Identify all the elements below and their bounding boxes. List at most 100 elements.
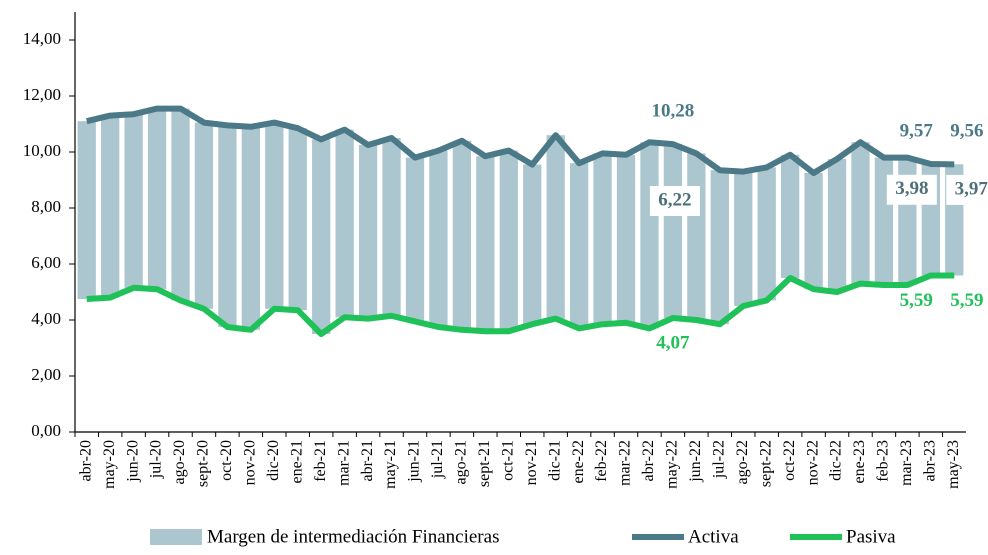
legend-swatch: [150, 529, 202, 545]
data-label: 3,98: [895, 178, 928, 199]
legend-label: Pasiva: [846, 526, 896, 547]
x-tick-label: ene-23: [851, 440, 868, 484]
x-tick-label: ago-21: [453, 440, 470, 484]
x-tick-label: jul-20: [148, 440, 165, 479]
bar: [757, 167, 776, 301]
x-tick-label: ago-20: [171, 440, 188, 484]
bar: [101, 115, 120, 298]
bar: [241, 126, 260, 330]
x-tick-label: oct-22: [781, 440, 798, 481]
y-tick-label: 2,00: [31, 365, 61, 384]
bar: [194, 122, 214, 309]
data-label: 5,59: [900, 290, 933, 311]
data-label: 4,07: [656, 332, 690, 353]
data-label: 3,97: [955, 178, 988, 199]
bar: [77, 121, 96, 299]
bar: [593, 153, 612, 325]
x-tick-label: ene-21: [288, 440, 305, 484]
bar: [546, 135, 565, 319]
bar: [499, 150, 518, 332]
line: [86, 272, 955, 337]
x-tick-label: may-20: [101, 440, 118, 489]
x-tick-label: jun-22: [687, 440, 704, 483]
bar: [616, 154, 636, 323]
data-label-box: [946, 174, 988, 205]
data-label-box: [886, 174, 937, 205]
bar: [476, 156, 495, 332]
bar: [663, 143, 683, 319]
x-tick-label: feb-22: [593, 440, 610, 482]
bar: [827, 159, 847, 292]
x-tick-label: jul-22: [710, 440, 727, 479]
x-tick-label: jul-21: [429, 440, 446, 479]
bar: [687, 153, 706, 320]
y-tick-label: 0,00: [31, 421, 61, 440]
bar: [569, 163, 589, 329]
x-tick-label: nov-22: [804, 440, 821, 485]
x-tick-label: sept-22: [757, 440, 774, 487]
x-tick-label: oct-21: [499, 440, 516, 481]
bar: [851, 142, 870, 284]
x-tick-label: may-23: [945, 440, 962, 489]
legend-label: Activa: [688, 526, 739, 547]
line: [86, 105, 955, 176]
x-tick-label: jun-20: [124, 440, 141, 483]
x-tick-label: mar-21: [335, 440, 352, 486]
x-tick-label: abr-23: [922, 440, 939, 481]
data-label: 10,28: [652, 101, 695, 122]
bar: [335, 129, 354, 318]
x-tick-label: feb-21: [312, 440, 329, 482]
x-tick-label: feb-23: [875, 440, 892, 482]
x-tick-label: dic-20: [265, 440, 282, 481]
y-tick-label: 12,00: [23, 85, 61, 104]
x-tick-label: dic-21: [546, 440, 563, 481]
bar: [523, 164, 542, 325]
x-tick-label: dic-22: [828, 440, 845, 481]
x-tick-label: nov-20: [242, 440, 259, 485]
bar: [218, 125, 237, 328]
y-tick-label: 6,00: [31, 253, 61, 272]
data-label: 9,56: [950, 121, 983, 142]
legend: Margen de intermediación Financieras Act…: [150, 526, 896, 547]
bar: [312, 139, 331, 334]
data-label: 5,59: [950, 290, 983, 311]
x-tick-label: sept-21: [476, 440, 493, 487]
bar: [804, 173, 823, 290]
x-tick-label: mar-23: [898, 440, 915, 486]
bar: [288, 128, 307, 311]
bar: [171, 108, 190, 301]
x-tick-label: ago-22: [734, 440, 751, 484]
x-tick-label: oct-20: [218, 440, 235, 481]
bar: [265, 122, 284, 309]
y-tick-label: 10,00: [23, 141, 61, 160]
x-tick-label: may-22: [664, 440, 681, 489]
y-tick-label: 4,00: [31, 309, 61, 328]
bar: [382, 138, 401, 316]
x-tick-label: nov-21: [523, 440, 540, 485]
legend-label: Margen de intermediación Financieras: [207, 526, 499, 547]
x-tick-label: ene-22: [570, 440, 587, 484]
bar: [429, 150, 448, 327]
x-tick-label: mar-22: [617, 440, 634, 486]
y-tick-label: 14,00: [23, 29, 61, 48]
bar: [640, 142, 659, 329]
x-tick-label: jun-21: [406, 440, 423, 483]
bar: [710, 170, 729, 325]
x-tick-label: abr-21: [359, 440, 376, 481]
y-tick-label: 8,00: [31, 197, 61, 216]
bar: [734, 171, 753, 306]
x-tick-label: sept-20: [195, 440, 212, 487]
x-tick-label: may-21: [382, 440, 399, 489]
bar: [124, 114, 143, 288]
bar: [452, 140, 472, 330]
x-tick-label: abr-22: [640, 440, 657, 481]
bar: [147, 108, 167, 290]
bar: [358, 145, 378, 319]
data-label-box: [649, 185, 700, 216]
bar: [405, 157, 425, 322]
bar: [781, 154, 800, 278]
data-label: 9,57: [900, 120, 934, 141]
x-tick-label: abr-20: [77, 440, 94, 481]
